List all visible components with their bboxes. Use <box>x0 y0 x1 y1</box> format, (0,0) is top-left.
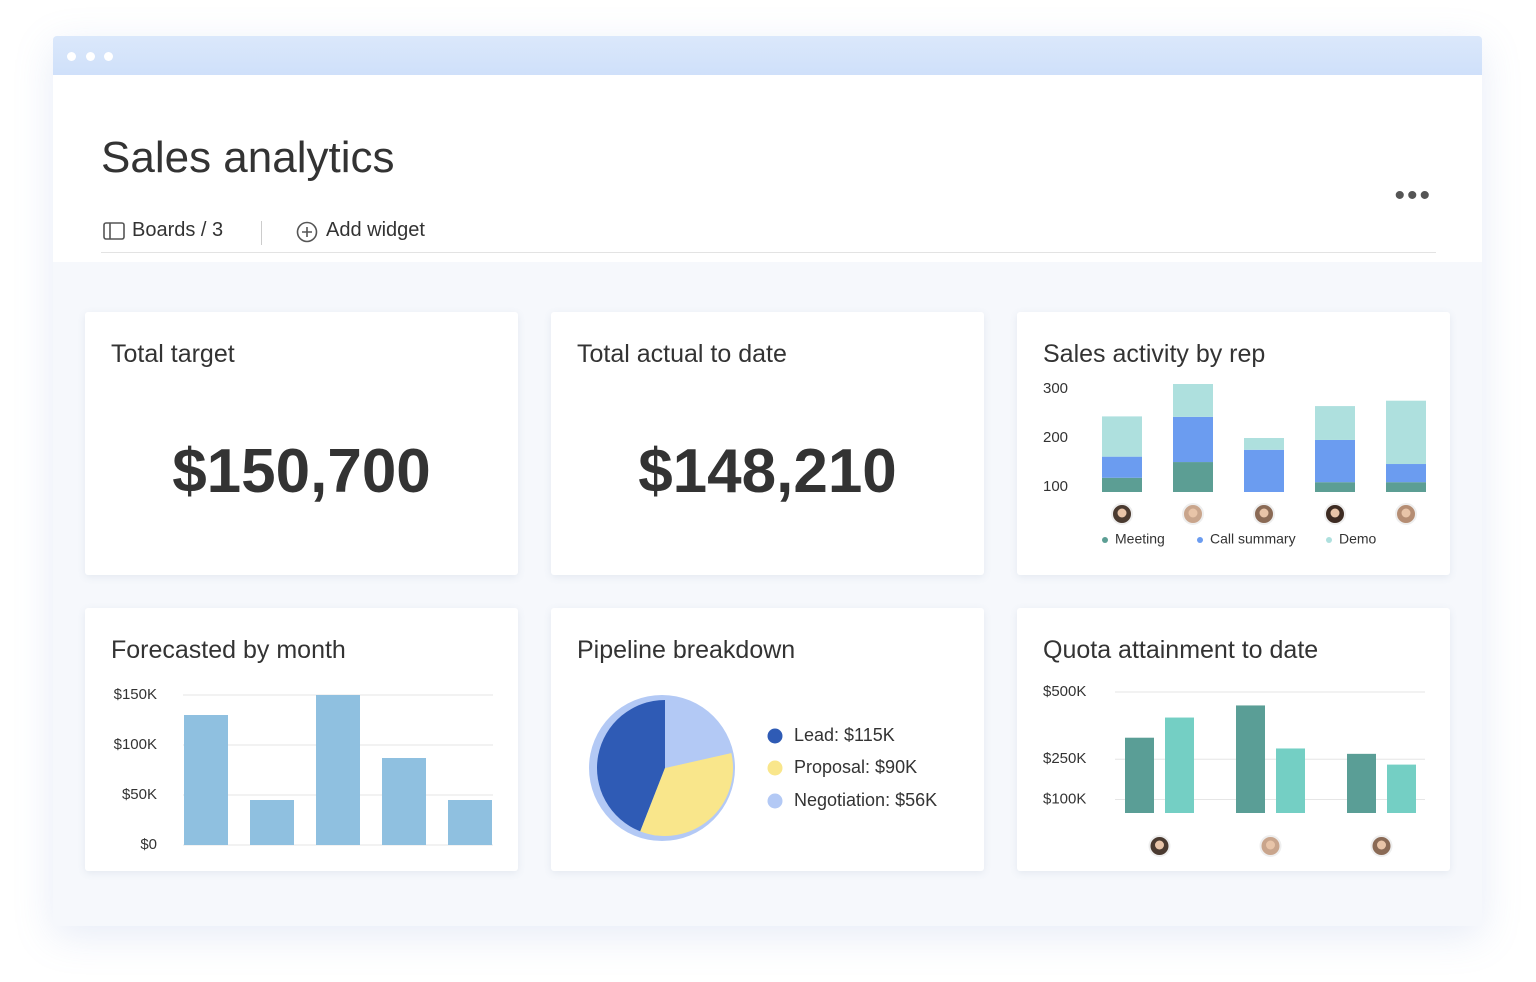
window: Sales analytics ••• Boards / 3 Add widge… <box>53 36 1482 926</box>
bar <box>316 695 360 845</box>
card-title: Forecasted by month <box>111 636 346 664</box>
chart: Lead: $115K Proposal: $90K Negotiation: $5… <box>589 695 937 841</box>
kpi-card: Total target $150,700 <box>85 312 518 575</box>
y-tick-label: $250K <box>1043 750 1086 767</box>
bar <box>1236 705 1265 813</box>
y-tick-label: $150K <box>114 686 157 703</box>
card-title: Quota attainment to date <box>1043 636 1319 664</box>
chart-card: Forecasted by month $0 $50K $100K $150K <box>85 608 518 871</box>
legend-label: Proposal: $90K <box>794 757 917 777</box>
header: Sales analytics ••• Boards / 3 Add widge… <box>53 75 1482 262</box>
bar <box>1125 737 1154 813</box>
chart-card: Sales activity by rep 100 200 300 Meeting Ca… <box>1017 312 1450 575</box>
bar <box>250 800 294 845</box>
avatar-face <box>1188 508 1198 518</box>
y-tick-label: $100K <box>1043 791 1086 808</box>
avatar-face <box>1155 840 1164 850</box>
y-tick-label: $50K <box>122 786 157 803</box>
window-dot <box>67 52 76 61</box>
bar <box>184 715 228 845</box>
chart-card: Pipeline breakdown Lead: $115K Proposal: … <box>551 608 984 871</box>
bar-segment <box>1386 482 1426 492</box>
bar-segment <box>1102 416 1142 457</box>
chart: $100K $250K $500K <box>1043 683 1425 857</box>
avatar-face <box>1117 508 1127 518</box>
bar-segment <box>1386 464 1426 483</box>
legend-label: Call summary <box>1210 531 1296 547</box>
bar-segment <box>1315 439 1355 483</box>
pie-slice <box>597 700 665 832</box>
kpi-card: Total actual to date $148,210 <box>551 312 984 575</box>
bar-segment <box>1386 400 1426 465</box>
avatar-face <box>1377 840 1386 850</box>
bar-segment <box>1244 438 1284 450</box>
bar-segment <box>1315 482 1355 492</box>
window-dot <box>86 52 95 61</box>
card-title: Sales activity by rep <box>1043 340 1266 368</box>
legend-marker <box>767 760 783 776</box>
bar-segment <box>1102 456 1142 478</box>
legend-label: Negotiation: $56K <box>794 790 937 810</box>
bar <box>1347 753 1376 813</box>
boards-link[interactable]: Boards / 3 <box>132 219 224 241</box>
bar-segment <box>1244 449 1284 492</box>
bar-segment <box>1173 384 1213 417</box>
chart: 100 200 300 Meeting Call summary Demo <box>1043 380 1426 547</box>
chart-card: Quota attainment to date $100K $250K $500K <box>1017 608 1450 871</box>
legend-marker <box>1102 537 1108 543</box>
bar <box>1165 717 1194 813</box>
legend-marker <box>1326 537 1332 543</box>
window-dot <box>104 52 113 61</box>
bar <box>1387 764 1416 813</box>
avatar-face <box>1330 508 1340 518</box>
legend-marker <box>767 728 783 744</box>
y-tick-label: $100K <box>114 736 157 753</box>
add-icon <box>296 221 318 243</box>
legend-label: Lead: $115K <box>794 725 895 745</box>
kpi-value: $150,700 <box>172 437 431 506</box>
bar <box>382 758 426 845</box>
bar-segment <box>1315 406 1355 440</box>
add-widget[interactable]: Add widget <box>326 219 425 241</box>
legend-label: Meeting <box>1115 531 1165 547</box>
kpi-value: $148,210 <box>638 437 897 506</box>
legend-marker <box>767 793 783 809</box>
y-tick-label: 300 <box>1043 380 1068 397</box>
header-rule <box>101 252 1436 253</box>
pie-slice <box>640 752 733 836</box>
bar-segment <box>1102 477 1142 492</box>
bar <box>1276 748 1305 813</box>
bar-segment <box>1173 462 1213 492</box>
avatar-face <box>1401 508 1411 518</box>
legend-label: Demo <box>1339 531 1377 547</box>
y-tick-label: 100 <box>1043 478 1068 495</box>
avatar-face <box>1266 840 1275 850</box>
separator <box>261 221 262 245</box>
legend-marker <box>1197 537 1203 543</box>
card-title: Total actual to date <box>577 340 787 368</box>
card-title: Total target <box>111 340 235 368</box>
bar-segment <box>1173 416 1213 463</box>
more-menu[interactable]: ••• <box>1394 179 1432 212</box>
title-bar <box>53 36 1482 75</box>
boards-icon <box>103 222 125 240</box>
page-title: Sales analytics <box>101 133 395 182</box>
y-tick-label: 200 <box>1043 429 1068 446</box>
avatar-face <box>1259 508 1269 518</box>
y-tick-label: $500K <box>1043 683 1086 700</box>
bar <box>448 800 492 845</box>
chart: $0 $50K $100K $150K <box>114 686 493 853</box>
card-title: Pipeline breakdown <box>577 636 796 664</box>
pie-slice <box>665 700 732 768</box>
y-tick-label: $0 <box>140 836 157 853</box>
